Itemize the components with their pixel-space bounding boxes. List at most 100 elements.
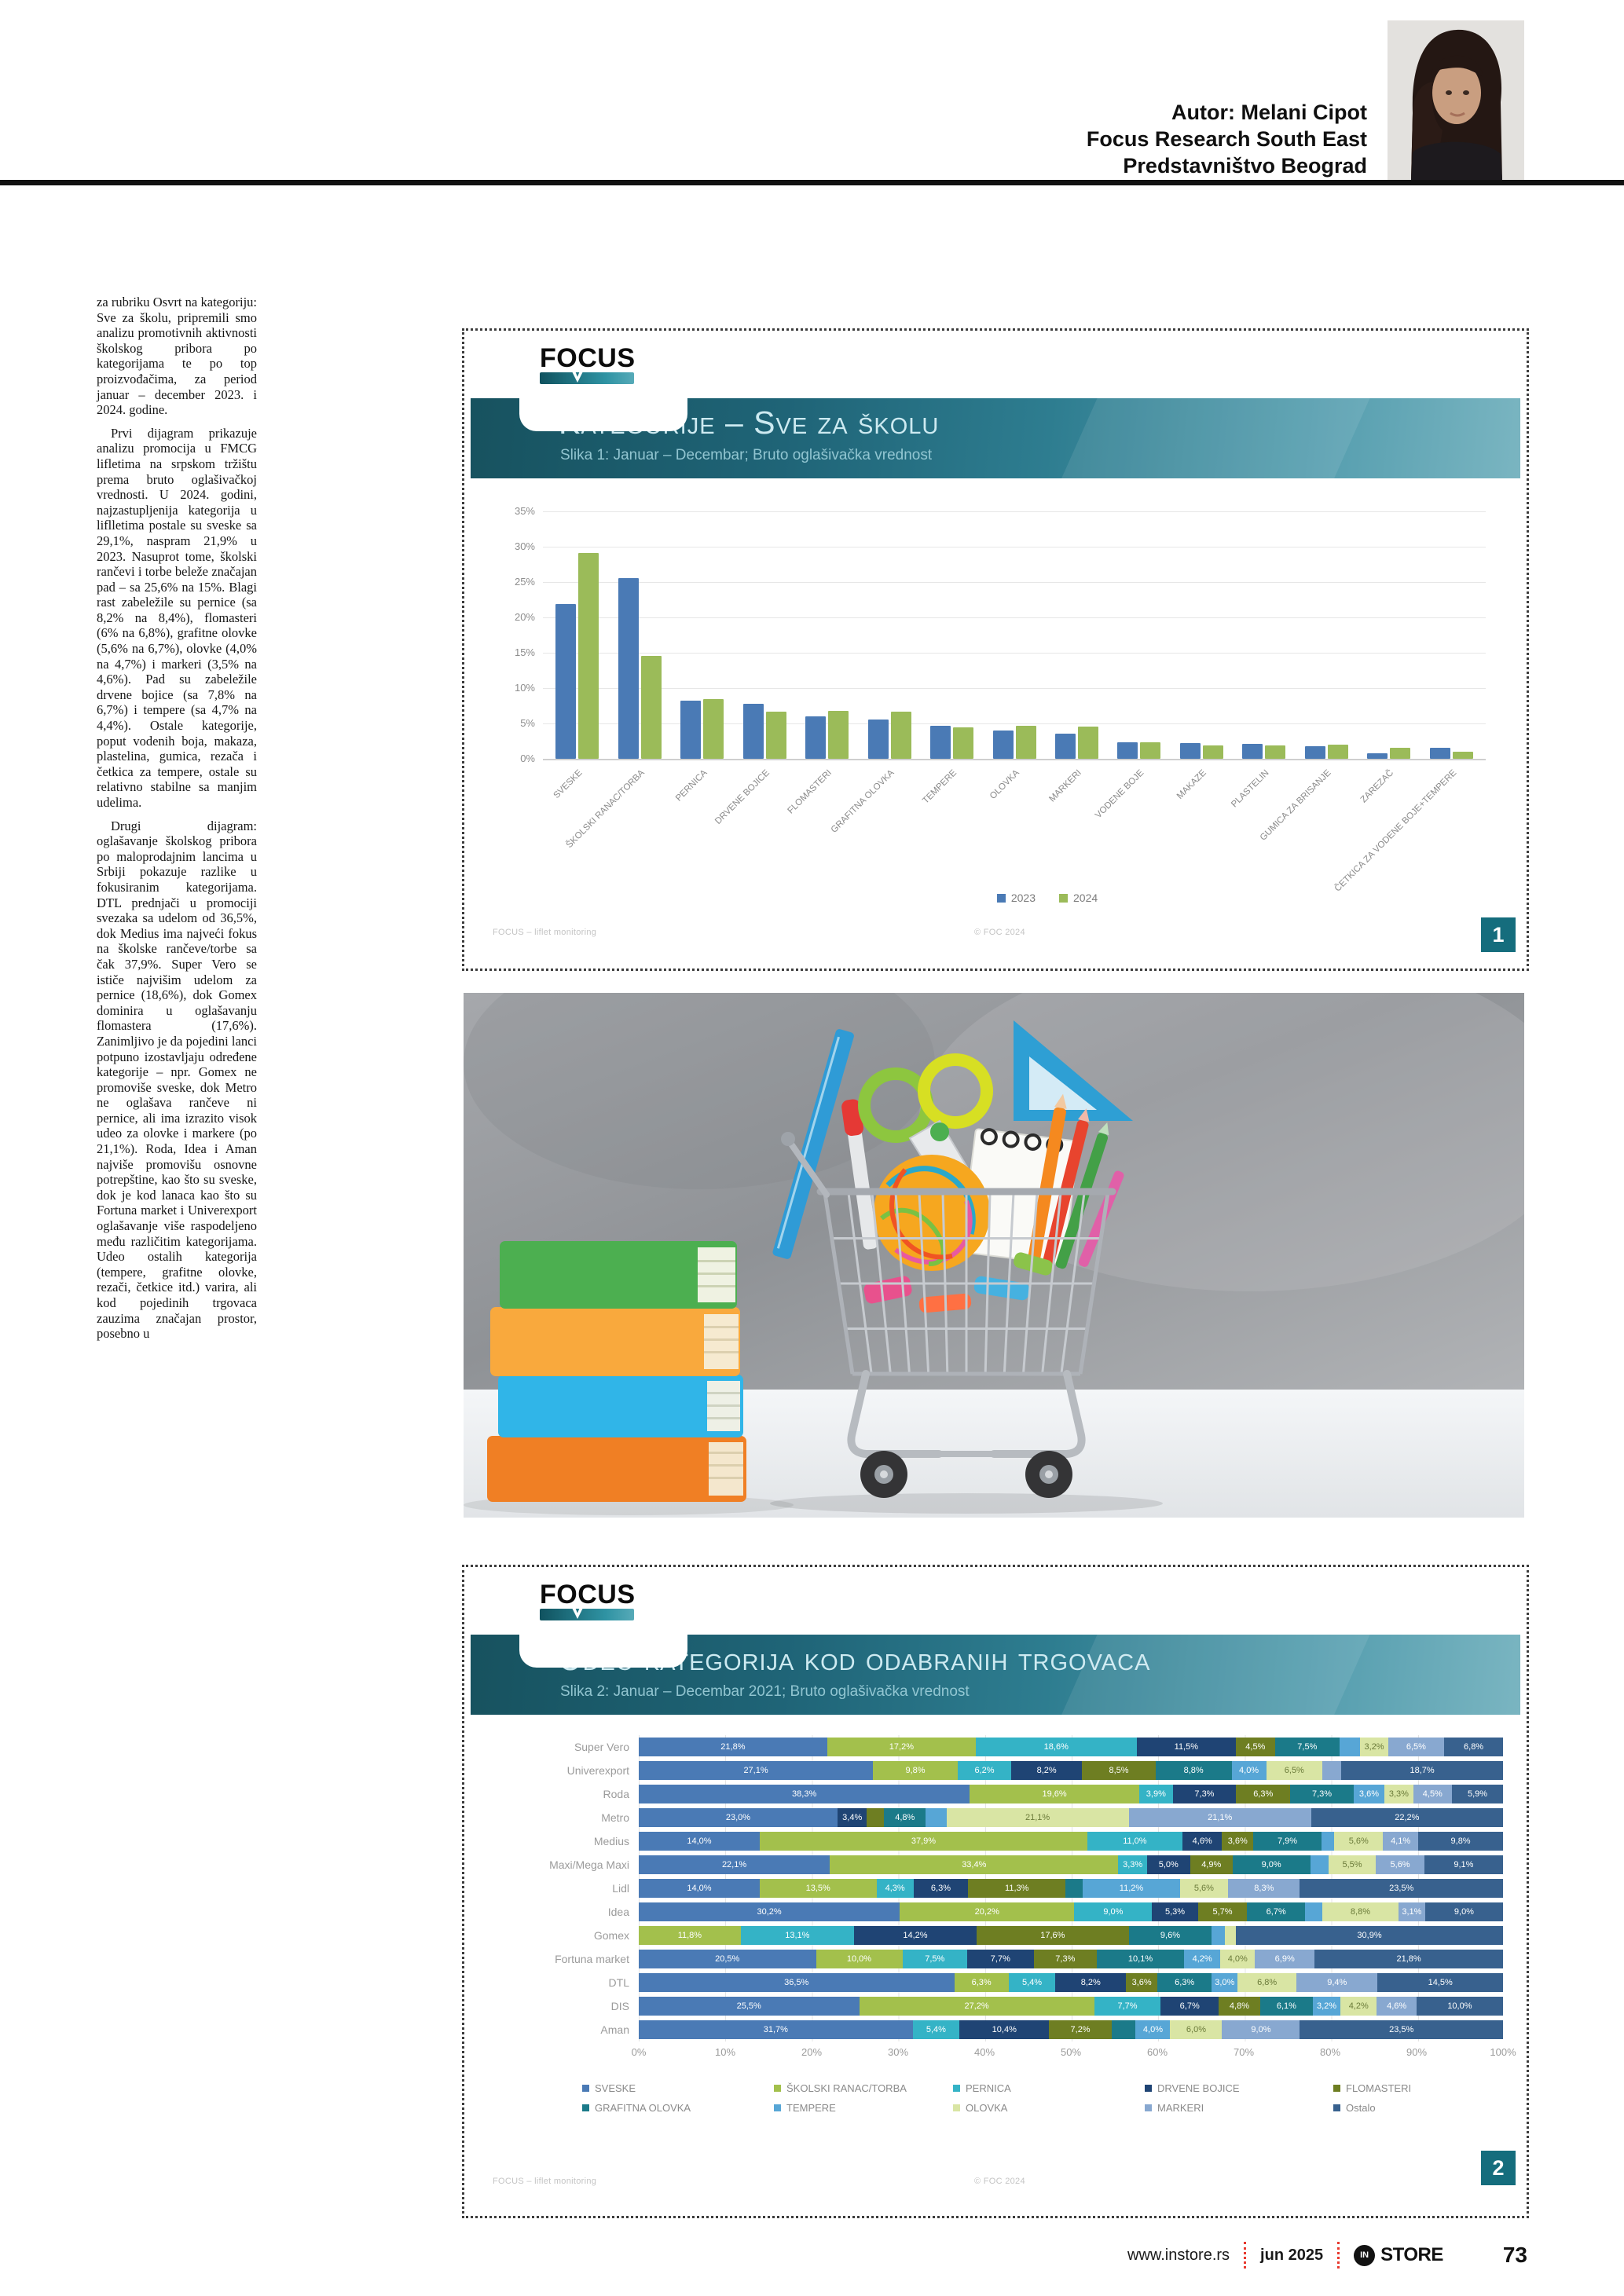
bar-segment-ŠKOLSKI RANAC/TORBA: 20,2% — [900, 1902, 1075, 1921]
y-axis-tick: 15% — [514, 646, 535, 658]
focus-logo-tab — [519, 398, 687, 431]
bar-segment-PERNICA: 11,0% — [1087, 1832, 1182, 1851]
stacked-bar: 14,0% 13,5% 4,3% 6,3% 11,3% 11,2% 5,6% 8,3% 23,5… — [639, 1879, 1503, 1898]
x-axis-tick: 40% — [973, 2046, 995, 2058]
bar-segment-MARKERI: 4,6% — [1377, 1997, 1417, 2016]
bar-segment-GRAFITNA OLOVKA: 7,3% — [1290, 1785, 1354, 1803]
bar-segment-GRAFITNA OLOVKA: 7,9% — [1253, 1832, 1322, 1851]
bar-segment-GRAFITNA OLOVKA: 9,6% — [1128, 1926, 1212, 1945]
article-paragraph: za rubriku Osvrt na kategoriju: Sve za š… — [97, 295, 257, 418]
instore-logo: IN STORE — [1354, 2244, 1443, 2266]
bar-segment-GRAFITNA OLOVKA: 6,3% — [1157, 1973, 1212, 1992]
bar-2024 — [1140, 742, 1161, 759]
bar-2023 — [805, 716, 827, 759]
bar-segment-MARKERI: 6,5% — [1388, 1738, 1445, 1756]
retailer-label: Metro — [601, 1811, 629, 1824]
bar-segment-TEMPERE — [1340, 1738, 1361, 1756]
retailer-label: DIS — [610, 2000, 629, 2012]
bar-segment-SVESKE: 38,3% — [639, 1785, 970, 1803]
stacked-bar: 11,8% 13,1% 14,2% 17,6% 9,6% 30,9% — [639, 1926, 1503, 1945]
author-photo — [1388, 20, 1524, 180]
book-stack — [487, 1241, 746, 1502]
bar-group: OLOVKA — [983, 511, 1045, 801]
bar-segment-DRVENE BOJICE: 6,7% — [1160, 1997, 1219, 2016]
bar-segment-OLOVKA: 5,6% — [1334, 1832, 1384, 1851]
bar-2023 — [742, 704, 764, 759]
bar-2023 — [1242, 744, 1263, 759]
bar-segment-PERNICA: 4,3% — [876, 1879, 914, 1898]
y-axis-tick: 10% — [514, 682, 535, 694]
bar-segment-OLOVKA: 21,1% — [946, 1808, 1129, 1827]
x-axis-category-label: OLOVKA — [988, 768, 1021, 801]
x-axis-tick: 10% — [714, 2046, 736, 2058]
bar-segment-SVESKE: 27,1% — [639, 1761, 874, 1780]
retailer-row: Gomex 11,8% 13,1% 14,2% 17,6% 9,6% 30,9% — [496, 1924, 1514, 1947]
bar-segment-GRAFITNA OLOVKA — [1111, 2020, 1136, 2039]
bar-segment-DRVENE BOJICE: 6,3% — [913, 1879, 969, 1898]
bar-segment-OLOVKA: 8,8% — [1322, 1902, 1399, 1921]
y-axis-tick: 35% — [514, 505, 535, 517]
bar-segment-Ostalo: 23,5% — [1300, 1879, 1503, 1898]
retailer-row: DTL 36,5% 6,3% 5,4% 8,2% 3,6% 6,3% 3,0% 6,8% 9,4%… — [496, 1971, 1514, 1994]
bar-segment-OLOVKA: 4,2% — [1340, 1997, 1377, 2016]
bar-segment-MARKERI: 21,1% — [1128, 1808, 1311, 1827]
bar-segment-GRAFITNA OLOVKA: 9,0% — [1232, 1855, 1311, 1874]
bar-segment-PERNICA: 7,7% — [1094, 1997, 1161, 2016]
footer-separator — [1337, 2242, 1340, 2269]
website-url: www.instore.rs — [1127, 2246, 1230, 2264]
x-axis-tick: 50% — [1060, 2046, 1082, 2058]
focus-logo: FOCUS — [540, 343, 673, 384]
bar-segment-TEMPERE: 11,2% — [1083, 1879, 1180, 1898]
bar-2023 — [680, 701, 702, 759]
retailer-row: Univerexport 27,1% 9,8% 6,2% 8,2% 8,5% 8,8% 4,0… — [496, 1759, 1514, 1782]
retailer-row: Super Vero 21,8% 17,2% 18,6% 11,5% 4,5% 7,5% 3,… — [496, 1735, 1514, 1759]
stacked-bar: 21,8% 17,2% 18,6% 11,5% 4,5% 7,5% 3,2% 6,5% 6,8% — [639, 1738, 1503, 1756]
bar-segment-TEMPERE — [926, 1808, 947, 1827]
bar-segment-FLOMASTERI: 4,5% — [1236, 1738, 1275, 1756]
bar-segment-Ostalo: 21,8% — [1314, 1950, 1503, 1968]
chart-1-legend: 2023 2024 — [516, 892, 1578, 904]
bar-2024 — [640, 656, 662, 759]
bar-segment-GRAFITNA OLOVKA: 4,8% — [884, 1808, 926, 1827]
y-axis-tick: 5% — [520, 717, 535, 729]
stacked-bar: 20,5% 10,0% 7,5% 7,7% 7,3% 10,1% 4,2% 4,0% 6,9% 2… — [639, 1950, 1503, 1968]
bar-2024 — [703, 699, 724, 759]
figure-2-number-badge: 2 — [1481, 2151, 1516, 2185]
bar-2023 — [867, 720, 889, 759]
bar-2024 — [890, 712, 911, 759]
legend-item: 2023 — [996, 892, 1036, 904]
figure-1-number-badge: 1 — [1481, 917, 1516, 952]
bar-segment-SVESKE: 21,8% — [639, 1738, 827, 1756]
bar-2024 — [1077, 727, 1098, 759]
retailer-label: Idea — [607, 1906, 629, 1918]
bar-segment-Ostalo: 22,2% — [1311, 1808, 1503, 1827]
focus-logo-text: FOCUS — [540, 343, 636, 373]
bar-2024 — [953, 727, 974, 759]
bar-group: VODENE BOJE — [1094, 511, 1170, 820]
bar-segment-FLOMASTERI: 11,3% — [968, 1879, 1066, 1898]
chart-1-box: FOCUS Kategorije – Sve za školu Slika 1:… — [462, 328, 1529, 971]
x-axis-category-label: GUMICA ZA BRISANJE — [1259, 768, 1333, 843]
x-axis-category-label: DRVENE BOJICE — [713, 768, 772, 826]
stacked-bar: 22,1% 33,4% 3,3% 5,0% 4,9% 9,0% 5,5% 5,6% 9,1% — [639, 1855, 1503, 1874]
article-paragraph: Drugi dijagram: oglašavanje školskog pri… — [97, 818, 257, 1342]
bar-segment-MARKERI — [1322, 1761, 1342, 1780]
retailer-label: Lidl — [612, 1882, 629, 1895]
bar-2023 — [1179, 743, 1201, 759]
gridline — [543, 617, 1486, 618]
x-axis-category-label: GRAFITNA OLOVKA — [829, 768, 896, 835]
bar-segment-OLOVKA — [1224, 1926, 1237, 1945]
bar-segment-MARKERI: 4,5% — [1413, 1785, 1453, 1803]
bar-segment-PERNICA: 18,6% — [975, 1738, 1137, 1756]
bar-segment-MARKERI: 4,1% — [1383, 1832, 1419, 1851]
bar-segment-FLOMASTERI: 7,3% — [1033, 1950, 1097, 1968]
bar-segment-SVESKE: 31,7% — [639, 2020, 913, 2039]
bar-segment-DRVENE BOJICE: 5,0% — [1146, 1855, 1190, 1874]
issue-date: jun 2025 — [1260, 2246, 1324, 2264]
legend-swatch-icon — [582, 2104, 589, 2111]
retailer-label: Maxi/Mega Maxi — [549, 1858, 629, 1871]
bar-segment-SVESKE: 14,0% — [639, 1879, 760, 1898]
gridline — [543, 582, 1486, 583]
bar-group: SVESKE — [546, 511, 608, 800]
